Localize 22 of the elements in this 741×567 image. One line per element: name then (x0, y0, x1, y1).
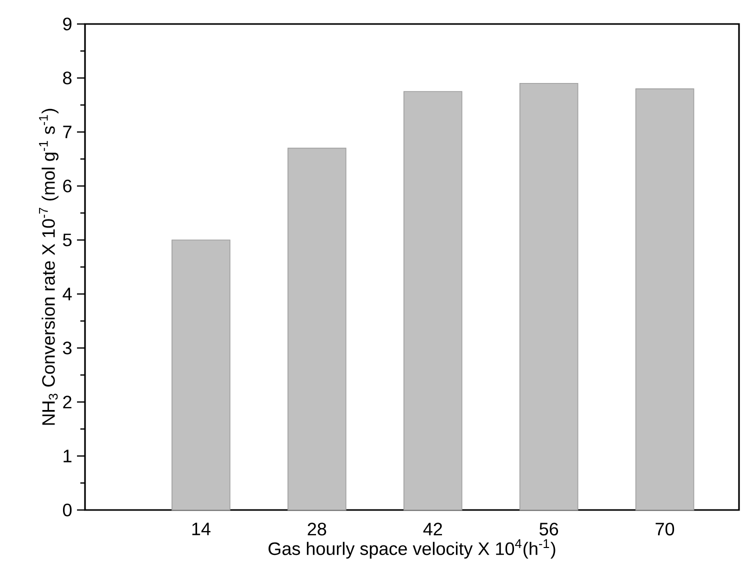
x-tick-label: 14 (192, 522, 210, 536)
x-tick-label: 56 (540, 522, 558, 536)
y-tick-label: 7 (63, 126, 72, 138)
bar (172, 240, 230, 510)
y-tick-label: 3 (62, 342, 72, 354)
x-tick-label: 42 (423, 522, 442, 536)
x-tick-label: 28 (308, 522, 326, 536)
x-tick-label: 70 (656, 522, 674, 536)
text: NH$_{3}$ Conversion rate X 10$^{-7}$ (mol g$^{-1}$ s$^{-1}$) (39, 108, 58, 425)
y-tick-label: 4 (62, 288, 72, 300)
y-tick-label: 0 (62, 504, 72, 516)
bar (403, 91, 462, 510)
bar (519, 82, 578, 510)
y-tick-label: 8 (63, 72, 72, 84)
bar (635, 88, 694, 510)
bar (288, 148, 346, 510)
y-tick-label: 2 (63, 396, 72, 408)
y-tick-label: 6 (63, 180, 72, 192)
y-tick-label: 5 (62, 234, 72, 246)
y-tick-label: 1 (64, 450, 72, 462)
y-tick-label: 9 (63, 18, 72, 30)
x-axis-title: Gas hourly space velocity X 10$^{4}$(h$^{-1}$) (268, 539, 556, 559)
